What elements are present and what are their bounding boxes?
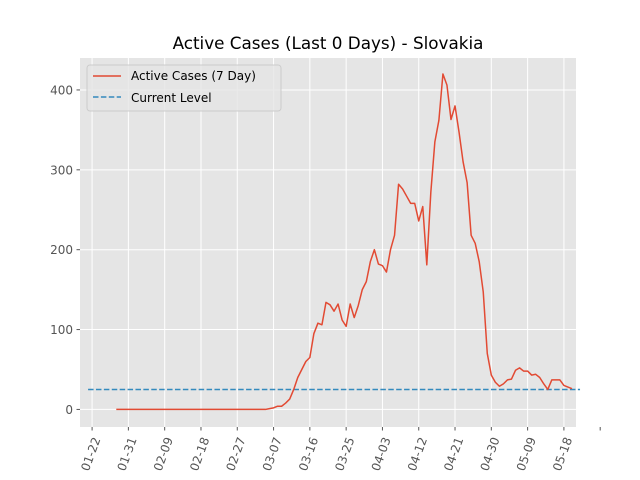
x-tick-label: 04-12 bbox=[405, 435, 430, 473]
x-grid bbox=[91, 58, 601, 427]
x-tick-label: 05-09 bbox=[514, 435, 539, 473]
x-tick-label: 01-22 bbox=[78, 435, 103, 473]
legend: Active Cases (7 Day) Current Level bbox=[86, 64, 282, 112]
x-tick-label: 02-09 bbox=[151, 435, 176, 473]
x-tick-label: 01-31 bbox=[115, 435, 140, 473]
x-tick-label: 02-18 bbox=[187, 435, 212, 473]
y-tick-label: 300 bbox=[50, 163, 73, 177]
x-axis: 01-22 01-31 02-09 02-18 02-27 03-07 03-16 03-25… bbox=[78, 427, 601, 473]
chart-title: Active Cases (Last 0 Days) - Slovakia bbox=[173, 33, 484, 53]
plot-background bbox=[80, 58, 576, 427]
legend-label-current: Current Level bbox=[131, 91, 212, 105]
x-tick-label: 04-03 bbox=[369, 435, 394, 473]
y-tick-label: 400 bbox=[50, 83, 73, 97]
x-tick-label: 02-27 bbox=[223, 435, 248, 473]
x-tick-label: 05-18 bbox=[550, 435, 575, 473]
x-tick-label: 03-16 bbox=[296, 435, 321, 473]
y-tick-label: 0 bbox=[65, 403, 73, 417]
y-axis: 0 100 200 300 400 bbox=[50, 83, 80, 417]
legend-label-active: Active Cases (7 Day) bbox=[131, 69, 256, 83]
x-tick-label: 03-07 bbox=[260, 435, 285, 473]
active-cases-line bbox=[116, 73, 573, 411]
x-tick-label: 03-25 bbox=[332, 435, 357, 473]
y-tick-label: 100 bbox=[50, 323, 73, 337]
y-tick-label: 200 bbox=[50, 243, 73, 257]
legend-box bbox=[86, 64, 282, 112]
x-tick-label: 04-30 bbox=[478, 435, 503, 473]
x-tick-label: 04-21 bbox=[441, 435, 466, 473]
